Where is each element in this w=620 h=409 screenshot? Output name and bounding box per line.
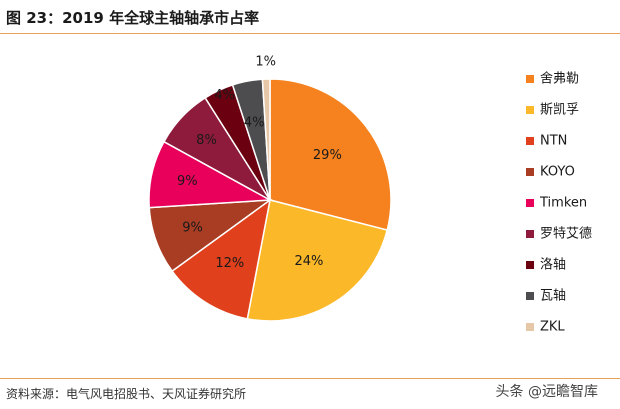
legend-swatch-5 xyxy=(526,199,534,207)
header: 图 23：2019 年全球主轴轴承市占率 xyxy=(0,0,620,34)
slice-labels: 29% 24% 12% 9% 9% 8% 4% 4% 1% xyxy=(177,55,342,271)
watermark: 头条 @远瞻智库 xyxy=(495,384,598,400)
figure-title: 图 23：2019 年全球主轴轴承市占率 xyxy=(6,9,260,27)
legend-label-5: Timken xyxy=(539,196,587,211)
slice-label-3: 12% xyxy=(215,256,244,271)
source-note: 资料来源：电气风电招股书、天风证券研究所 xyxy=(6,387,247,401)
pie-slice-3 xyxy=(171,198,272,320)
legend-label-8: 瓦轴 xyxy=(540,289,566,304)
legend-label-6: 罗特艾德 xyxy=(540,227,592,242)
slice-label-1: 29% xyxy=(313,148,342,163)
pie-slice-9 xyxy=(261,78,271,201)
legend-swatch-4 xyxy=(526,168,534,176)
legend-swatch-6 xyxy=(526,230,534,238)
legend-label-3: NTN xyxy=(540,134,567,149)
legend-swatch-7 xyxy=(526,261,534,269)
pie-slice-1 xyxy=(269,78,392,232)
legend-label-7: 洛轴 xyxy=(540,258,566,273)
legend-swatch-8 xyxy=(526,292,534,300)
slice-label-2: 24% xyxy=(294,254,323,269)
pie-slices xyxy=(148,78,392,322)
legend-label-1: 舍弗勒 xyxy=(540,72,579,87)
slice-label-8: 4% xyxy=(244,115,265,130)
legend-swatch-9 xyxy=(526,323,534,331)
legend-label-2: 斯凯孚 xyxy=(540,103,579,118)
legend-swatch-3 xyxy=(526,137,534,145)
legend-label-4: KOYO xyxy=(540,165,575,180)
slice-label-7: 4% xyxy=(214,88,235,103)
header-rule xyxy=(0,33,620,34)
slice-label-5: 9% xyxy=(177,174,198,189)
pie-slice-2 xyxy=(246,199,389,322)
legend-swatch-1 xyxy=(526,75,534,83)
legend-swatch-2 xyxy=(526,106,534,114)
footer-rule xyxy=(0,378,620,379)
slice-label-6: 8% xyxy=(196,133,217,148)
legend-label-9: ZKL xyxy=(540,320,565,335)
slice-label-4: 9% xyxy=(182,220,203,235)
slice-label-9: 1% xyxy=(255,55,276,70)
